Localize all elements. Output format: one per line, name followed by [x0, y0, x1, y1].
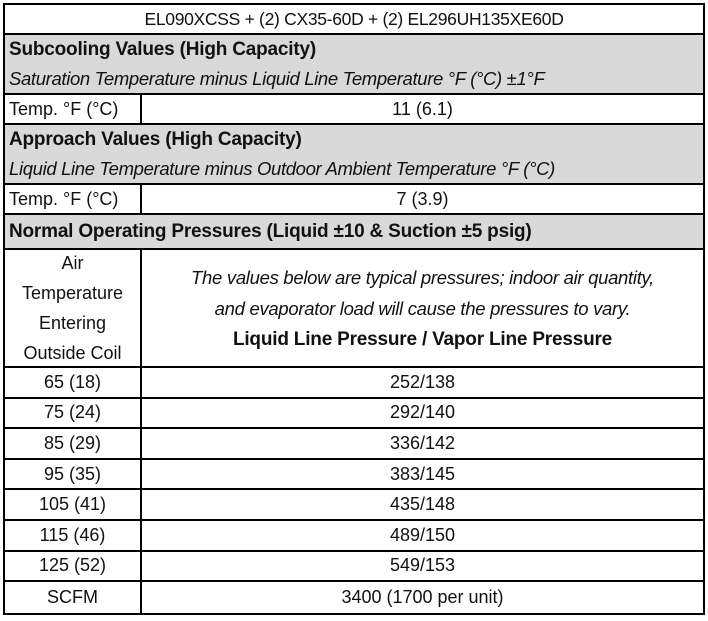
approach-heading: Approach Values (High Capacity) — [9, 129, 302, 150]
table-row: 85 (29) 336/142 — [5, 429, 703, 460]
pressure-column-header: Liquid Line Pressure / Vapor Line Pressu… — [232, 328, 613, 350]
scfm-label: SCFM — [5, 582, 142, 613]
table-row: 105 (41) 435/148 — [5, 490, 703, 521]
approach-description: Liquid Line Temperature minus Outdoor Am… — [9, 158, 555, 179]
pressure-note-line: and evaporator load will cause the press… — [214, 297, 631, 319]
air-temp-header-line: Air — [61, 253, 84, 273]
row-pressure: 489/150 — [389, 524, 456, 545]
subcooling-description: Saturation Temperature minus Liquid Line… — [9, 68, 545, 89]
scfm-value: 3400 (1700 per unit) — [341, 586, 504, 607]
subcooling-row-label: Temp. °F (°C) — [5, 95, 142, 123]
air-temp-header-line: Temperature — [21, 283, 124, 303]
pressures-heading: Normal Operating Pressures (Liquid ±10 &… — [9, 221, 532, 242]
row-temp: 95 (35) — [5, 459, 142, 489]
approach-row-label: Temp. °F (°C) — [5, 185, 142, 213]
pressures-column-headers: Air Temperature Entering Outside Coil Th… — [5, 250, 703, 368]
row-temp: 115 (46) — [5, 520, 142, 550]
table-row: 75 (24) 292/140 — [5, 398, 703, 430]
approach-section-header: Approach Values (High Capacity) Liquid L… — [5, 125, 703, 185]
row-pressure: 252/138 — [389, 371, 456, 392]
scfm-row: SCFM 3400 (1700 per unit) — [5, 582, 703, 613]
table-title: EL090XCSS + (2) CX35-60D + (2) EL296UH13… — [5, 5, 703, 35]
pressures-section-header: Normal Operating Pressures (Liquid ±10 &… — [5, 215, 703, 250]
table-row: 95 (35) 383/145 — [5, 459, 703, 491]
air-temp-header: Air Temperature Entering Outside Coil — [5, 250, 142, 366]
row-pressure: 292/140 — [389, 402, 456, 423]
subcooling-row: Temp. °F (°C) 11 (6.1) — [5, 95, 703, 125]
approach-row: Temp. °F (°C) 7 (3.9) — [5, 185, 703, 215]
row-temp: 65 (18) — [5, 368, 142, 397]
row-pressure: 549/153 — [389, 555, 456, 576]
pressure-note-line: The values below are typical pressures; … — [191, 266, 654, 288]
row-temp: 125 (52) — [5, 551, 142, 581]
charge-table: EL090XCSS + (2) CX35-60D + (2) EL296UH13… — [3, 3, 705, 615]
row-pressure: 435/148 — [389, 494, 456, 515]
table-row: 115 (46) 489/150 — [5, 520, 703, 552]
air-temp-header-line: Outside Coil — [23, 343, 122, 363]
approach-value: 7 (3.9) — [396, 188, 449, 209]
row-pressure: 336/142 — [389, 432, 456, 453]
row-pressure: 383/145 — [389, 463, 456, 484]
air-temp-header-line: Entering — [38, 313, 107, 333]
pressure-note: The values below are typical pressures; … — [142, 250, 703, 366]
table-row: 125 (52) 549/153 — [5, 551, 703, 583]
subcooling-value: 11 (6.1) — [392, 98, 453, 119]
row-temp: 105 (41) — [5, 490, 142, 519]
table-row: 65 (18) 252/138 — [5, 368, 703, 399]
subcooling-section-header: Subcooling Values (High Capacity) Satura… — [5, 35, 703, 95]
row-temp: 75 (24) — [5, 398, 142, 428]
row-temp: 85 (29) — [5, 429, 142, 458]
subcooling-heading: Subcooling Values (High Capacity) — [9, 39, 316, 60]
